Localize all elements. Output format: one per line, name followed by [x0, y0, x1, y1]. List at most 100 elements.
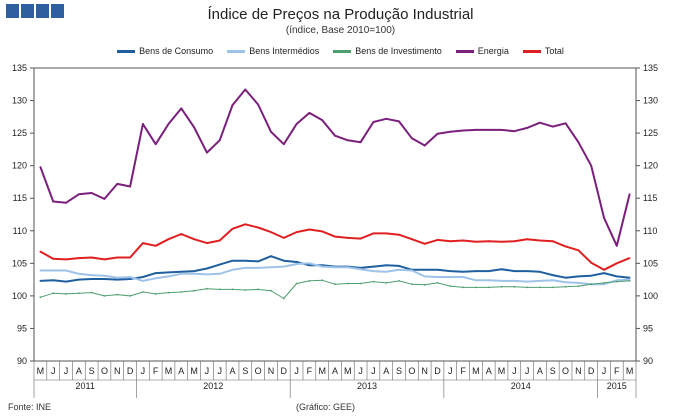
month-tick-label: J	[371, 366, 376, 376]
data-point	[270, 266, 272, 269]
data-point	[180, 270, 183, 273]
data-point	[334, 266, 336, 269]
data-point	[346, 266, 349, 269]
data-point	[487, 240, 490, 243]
data-point	[39, 166, 42, 168]
data-point	[526, 280, 528, 283]
data-point	[513, 130, 516, 133]
month-tick-label: F	[307, 366, 313, 376]
data-point	[65, 258, 67, 261]
data-point	[231, 288, 234, 291]
legend-item-bens-de-consumo: Bens de Consumo	[117, 46, 213, 56]
data-point	[116, 278, 119, 281]
data-point	[564, 285, 567, 288]
data-point	[244, 223, 247, 226]
data-point	[244, 289, 247, 291]
y-tick-label-left: 110	[13, 226, 27, 236]
series-total	[39, 223, 631, 271]
data-point	[603, 282, 605, 284]
month-tick-label: D	[434, 366, 441, 376]
data-point	[90, 278, 93, 280]
y-tick-label-right: 130	[643, 96, 658, 106]
data-point	[206, 273, 208, 276]
month-tick-label: S	[550, 366, 556, 376]
y-tick-label-right: 120	[643, 161, 658, 171]
data-point	[129, 276, 132, 278]
graphic-credit: (Gráfico: GEE)	[296, 402, 356, 412]
legend-item-bens-intermedios: Bens Intermédios	[227, 46, 319, 56]
month-tick-label: D	[281, 366, 288, 376]
data-point	[385, 264, 388, 267]
data-point	[90, 256, 93, 259]
data-point	[423, 144, 426, 147]
chart-subtitle: (índice, Base 2010=100)	[285, 25, 396, 36]
data-point	[603, 272, 605, 274]
data-point	[103, 295, 106, 297]
data-point	[321, 265, 324, 268]
data-point	[142, 280, 144, 282]
data-point	[295, 231, 298, 234]
data-point	[628, 257, 631, 259]
data-point	[462, 286, 464, 289]
data-point	[526, 286, 528, 289]
data-point	[462, 129, 464, 132]
data-point	[615, 280, 618, 283]
data-point	[398, 233, 400, 236]
month-tick-label: J	[205, 366, 210, 376]
data-point	[90, 291, 93, 294]
data-point	[218, 263, 221, 266]
data-point	[39, 269, 42, 272]
data-point	[372, 121, 375, 123]
month-tick-label: O	[255, 366, 262, 376]
month-tick-label: O	[562, 366, 569, 376]
series-bens-de-investimento	[39, 279, 631, 300]
month-tick-label: J	[64, 366, 69, 376]
data-point	[257, 103, 259, 106]
data-point	[539, 239, 541, 242]
data-point	[346, 237, 349, 239]
y-tick-label-left: 135	[12, 63, 27, 73]
data-point	[244, 267, 247, 269]
y-tick-label-left: 115	[13, 193, 27, 203]
data-point	[295, 263, 298, 265]
data-point	[449, 130, 452, 133]
month-tick-label: J	[512, 366, 517, 376]
year-label: 2013	[357, 381, 377, 391]
legend-label: Bens de Consumo	[139, 46, 214, 56]
data-point	[475, 240, 477, 243]
legend-item-bens-de-investimento: Bens de Investimento	[333, 46, 442, 56]
data-point	[385, 282, 388, 284]
data-point	[398, 265, 400, 267]
data-point	[154, 244, 157, 247]
data-point	[500, 129, 503, 131]
data-point	[577, 275, 580, 278]
data-point	[475, 129, 477, 131]
year-label: 2015	[607, 381, 627, 391]
data-point	[462, 239, 464, 242]
data-point	[218, 139, 221, 142]
data-point	[372, 280, 375, 283]
data-point	[154, 293, 157, 295]
data-point	[372, 232, 375, 235]
data-point	[513, 270, 516, 272]
data-point	[423, 268, 426, 271]
data-point	[539, 121, 541, 124]
month-tick-label: J	[358, 366, 363, 376]
data-point	[449, 270, 452, 272]
data-point	[103, 198, 106, 200]
series-line	[39, 88, 631, 247]
data-point	[603, 216, 605, 219]
data-point	[282, 237, 285, 239]
month-tick-label: M	[344, 366, 352, 376]
data-point	[628, 276, 631, 279]
data-point	[308, 112, 311, 114]
month-tick-label: F	[614, 366, 620, 376]
data-point	[411, 238, 413, 241]
legend: Bens de Consumo Bens Intermédios Bens de…	[0, 46, 681, 56]
data-point	[103, 278, 106, 280]
data-point	[180, 107, 183, 110]
data-point	[206, 287, 208, 290]
data-point	[423, 275, 426, 278]
data-point	[180, 272, 183, 275]
month-tick-label: J	[525, 366, 530, 376]
